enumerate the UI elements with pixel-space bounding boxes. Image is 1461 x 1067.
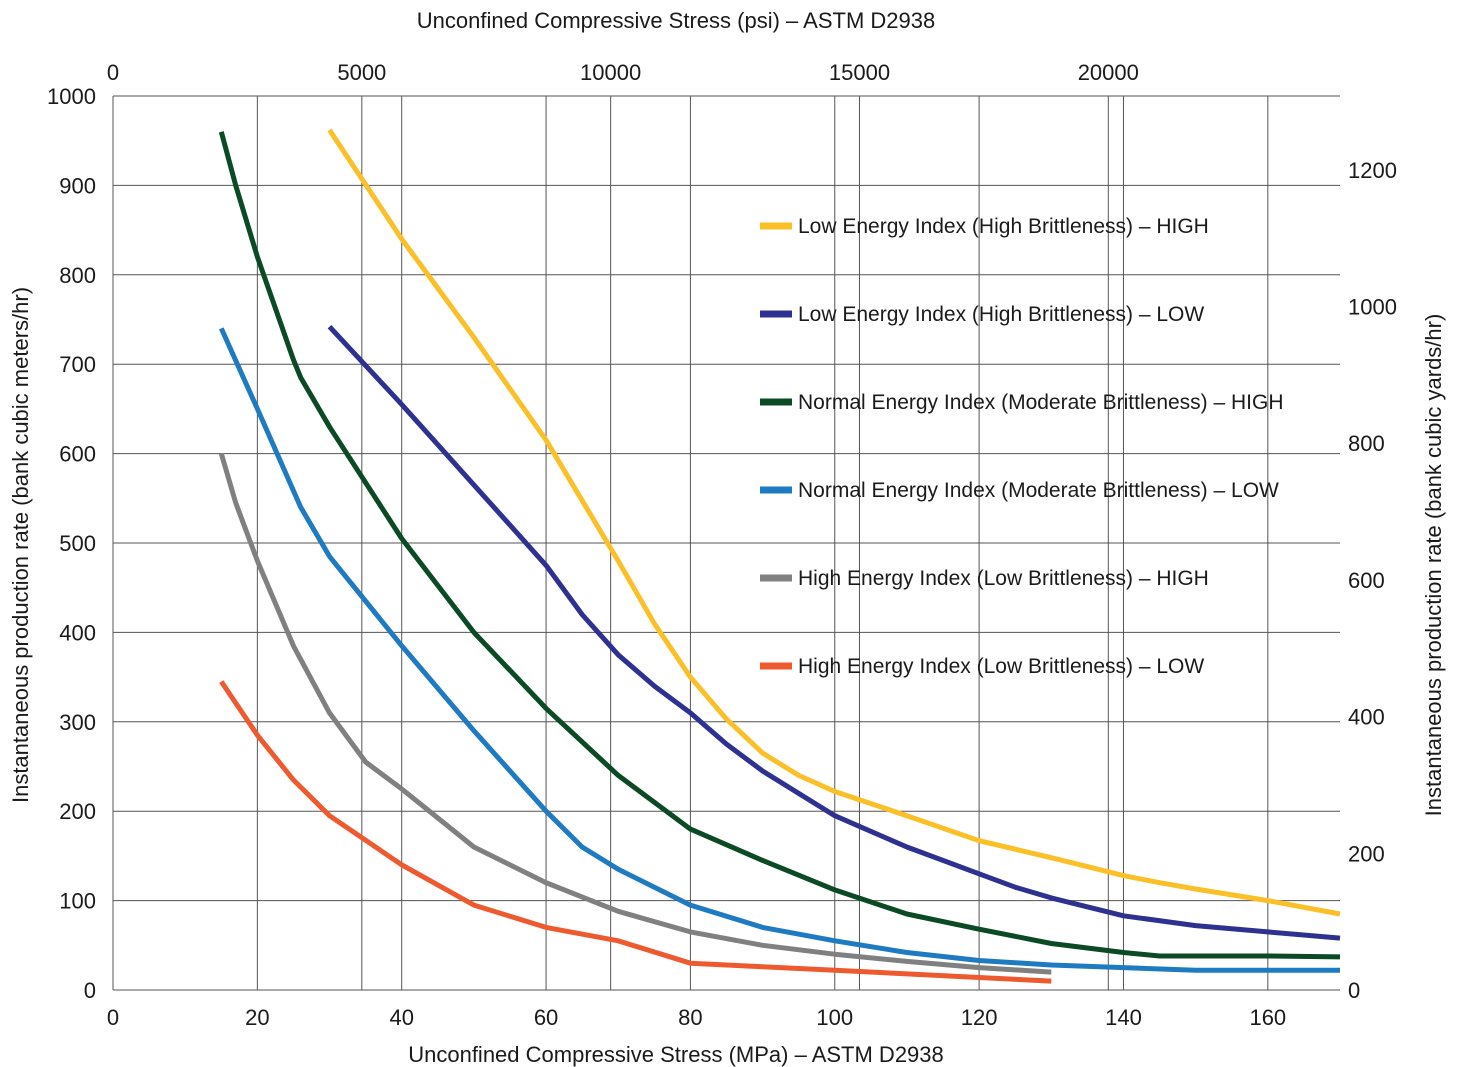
x2-tick-label: 20000 (1078, 60, 1139, 85)
x2-tick-label: 0 (107, 60, 119, 85)
tick-labels: 0100200300400500600700800900100002004006… (47, 60, 1397, 1030)
legend-entry-label: Low Energy Index (High Brittleness) – HI… (798, 215, 1209, 238)
y-axis-title: Instantaneous production rate (bank cubi… (8, 287, 33, 803)
x-tick-label: 40 (389, 1005, 413, 1030)
x2-tick-label: 15000 (829, 60, 890, 85)
series-line-3 (218, 131, 1341, 960)
y-tick-label: 100 (59, 889, 96, 914)
x2-tick-label: 5000 (337, 60, 386, 85)
legend-entry-label: Normal Energy Index (Moderate Brittlenes… (798, 479, 1279, 502)
x-tick-label: 100 (816, 1005, 853, 1030)
y2-tick-label: 0 (1348, 978, 1360, 1003)
series-line-6 (219, 680, 1052, 984)
y-tick-label: 200 (59, 799, 96, 824)
x-tick-label: 20 (245, 1005, 269, 1030)
y-tick-label: 600 (59, 442, 96, 467)
y2-tick-label: 1000 (1348, 295, 1397, 320)
legend: Low Energy Index (High Brittleness) – HI… (760, 215, 1284, 678)
series-line-4 (219, 327, 1340, 973)
y-tick-label: 400 (59, 620, 96, 645)
legend-entry-label: High Energy Index (Low Brittleness) – LO… (798, 655, 1204, 678)
series-line-1 (327, 128, 1341, 917)
y-tick-label: 700 (59, 352, 96, 377)
x-tick-label: 0 (107, 1005, 119, 1030)
series-line-5 (218, 452, 1052, 975)
y-tick-label: 1000 (47, 84, 96, 109)
series-line-2 (327, 324, 1341, 941)
x-axis-title: Unconfined Compressive Stress (MPa) – AS… (408, 1042, 944, 1067)
y-tick-label: 800 (59, 263, 96, 288)
x-tick-label: 120 (961, 1005, 998, 1030)
y-tick-label: 300 (59, 710, 96, 735)
series-lines (218, 128, 1341, 984)
legend-entry-label: Normal Energy Index (Moderate Brittlenes… (798, 391, 1284, 414)
x-tick-label: 60 (534, 1005, 558, 1030)
legend-entry-label: Low Energy Index (High Brittleness) – LO… (798, 303, 1204, 326)
gridlines (112, 95, 1340, 991)
y-tick-label: 0 (84, 978, 96, 1003)
y-tick-label: 500 (59, 531, 96, 556)
y2-tick-label: 800 (1348, 431, 1385, 456)
x2-tick-label: 10000 (580, 60, 641, 85)
legend-entry-label: High Energy Index (Low Brittleness) – HI… (798, 567, 1209, 590)
y2-tick-label: 200 (1348, 841, 1385, 866)
x-tick-label: 80 (678, 1005, 702, 1030)
y2-axis-title: Instantaneous production rate (bank cubi… (1421, 314, 1446, 817)
y2-tick-label: 400 (1348, 705, 1385, 730)
x2-axis-title: Unconfined Compressive Stress (psi) – AS… (417, 8, 935, 33)
y2-tick-label: 600 (1348, 568, 1385, 593)
y2-tick-label: 1200 (1348, 158, 1397, 183)
x-tick-label: 160 (1249, 1005, 1286, 1030)
x-tick-label: 140 (1105, 1005, 1142, 1030)
y-tick-label: 900 (59, 173, 96, 198)
